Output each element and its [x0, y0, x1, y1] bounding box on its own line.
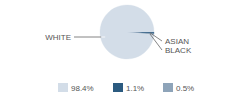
legend-label: 0.5%	[176, 84, 194, 93]
leader-line	[150, 34, 162, 50]
legend-swatch	[163, 83, 173, 92]
chart: WHITE ASIANBLACK 98.4% 1.1% 0.5%	[0, 0, 240, 100]
legend-swatch	[113, 83, 123, 92]
slice-label: BLACK	[165, 46, 192, 55]
legend-label: 98.4%	[71, 84, 94, 93]
leader-line-inner	[74, 37, 105, 38]
leader-line	[74, 37, 101, 38]
pie-slice	[100, 5, 154, 59]
legend-label: 1.1%	[126, 84, 144, 93]
legend-swatch	[58, 83, 68, 92]
slice-label: WHITE	[45, 33, 71, 42]
legend: 98.4% 1.1% 0.5%	[58, 83, 194, 93]
slice-label: ASIAN	[165, 37, 189, 46]
pie	[100, 5, 154, 59]
